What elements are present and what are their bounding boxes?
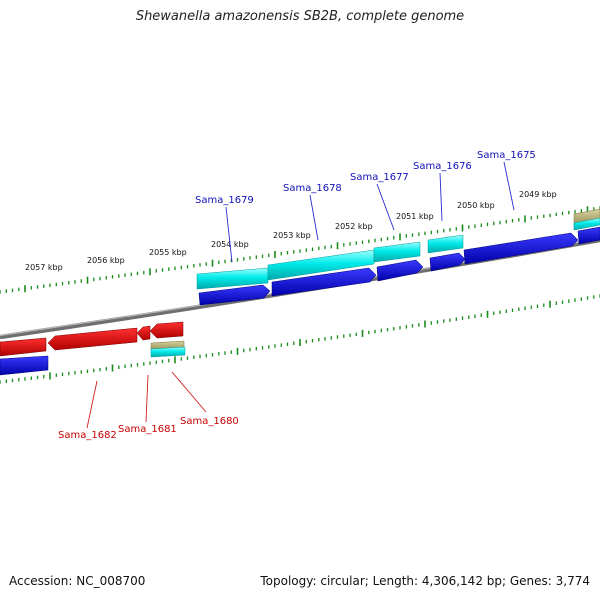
inner-tick-ring (0, 294, 600, 384)
leader-line-sama-1679 (225, 206, 233, 263)
kbp-label: 2057 kbp (25, 263, 63, 272)
red-gene-sama-1681[interactable] (136, 325, 151, 341)
kbp-label: 2053 kbp (273, 231, 311, 240)
leader-line-sama-1681 (145, 374, 149, 423)
leader-line-sama-1680 (171, 371, 207, 413)
red-gene-sama-1682[interactable] (47, 327, 138, 351)
gene-label-sama-1677[interactable]: Sama_1677 (350, 172, 409, 183)
cyan-feature-sama-1678[interactable] (267, 249, 375, 281)
gene-label-sama-1681[interactable]: Sama_1681 (118, 424, 177, 435)
genome-info-label: Topology: circular; Length: 4,306,142 bp… (260, 574, 590, 588)
cyan-feature-top-edge[interactable] (573, 217, 600, 231)
accession-label: Accession: NC_008700 (9, 574, 146, 588)
blue-gene-sama-1677[interactable] (376, 259, 424, 282)
map-title: Shewanella amazonensis SB2B, complete ge… (135, 9, 465, 24)
kbp-label: 2051 kbp (396, 212, 434, 221)
blue-gene-sama-1678[interactable] (271, 267, 377, 297)
gene-label-sama-1682[interactable]: Sama_1682 (58, 430, 117, 441)
gene-label-sama-1678[interactable]: Sama_1678 (283, 183, 342, 194)
red-gene-sama-1680[interactable] (149, 321, 184, 339)
cyan-feature-sama-1679[interactable] (196, 267, 269, 290)
gene-label-sama-1676[interactable]: Sama_1676 (413, 161, 472, 172)
outer-tick-ring (0, 206, 600, 294)
kbp-label: 2052 kbp (335, 222, 373, 231)
leader-line-sama-1682 (86, 380, 98, 429)
leader-line-sama-1675 (503, 161, 515, 211)
blue-gene-sama-1676[interactable] (429, 252, 466, 272)
gene-label-sama-1675[interactable]: Sama_1675 (477, 150, 536, 161)
kbp-label: 2049 kbp (519, 190, 557, 199)
cyan-feature-bottom[interactable] (150, 346, 186, 358)
blue-gene-sama-1679[interactable] (198, 284, 271, 306)
leader-line-sama-1677 (376, 183, 395, 231)
forward-strand-features (196, 208, 600, 306)
blue-gene-bottom-left[interactable] (0, 355, 49, 376)
reverse-strand-features (0, 321, 186, 376)
kbp-label: 2056 kbp (87, 256, 125, 265)
blue-gene-top-edge[interactable] (577, 226, 600, 245)
blue-gene-sama-1675[interactable] (463, 232, 579, 265)
gene-label-sama-1679[interactable]: Sama_1679 (195, 195, 254, 206)
kbp-label: 2055 kbp (149, 248, 187, 257)
kbp-label: 2050 kbp (457, 201, 495, 210)
red-gene-left-edge[interactable] (0, 337, 47, 357)
leader-line-sama-1676 (439, 172, 443, 222)
cyan-feature-sama-1677[interactable] (373, 241, 421, 263)
leader-line-sama-1678 (309, 194, 319, 241)
cyan-feature-sama-1676[interactable] (427, 234, 464, 254)
gene-label-sama-1680[interactable]: Sama_1680 (180, 416, 239, 427)
